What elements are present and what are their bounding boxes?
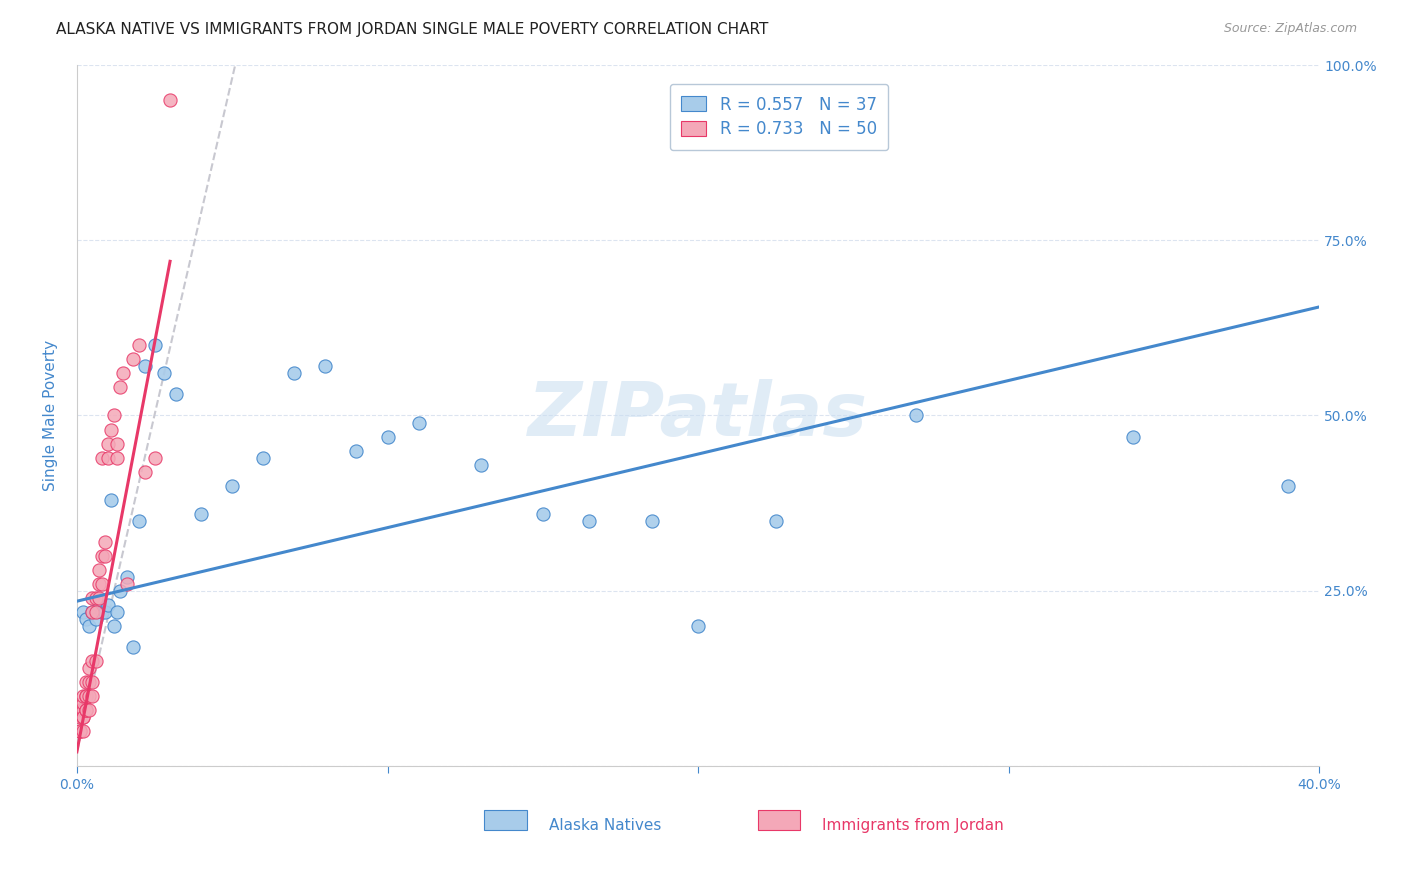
Point (688, 618, 710, 632)
Point (94, 605, 117, 619)
Point (105, 605, 128, 619)
Point (252, 450, 274, 465)
Point (82, 689, 104, 703)
Point (110, 380, 132, 394)
Point (314, 359, 336, 374)
Text: Immigrants from Jordan: Immigrants from Jordan (823, 819, 1004, 833)
Point (221, 478, 243, 492)
Point (100, 423, 122, 437)
Point (105, 450, 128, 465)
Point (105, 436, 128, 450)
Point (165, 387, 187, 401)
Point (79, 689, 101, 703)
Point (97, 436, 120, 450)
Point (84, 591, 107, 605)
Point (72, 710, 94, 724)
Point (72, 723, 94, 738)
Point (103, 409, 125, 423)
Point (90, 450, 112, 465)
Point (121, 640, 143, 654)
Point (640, 514, 662, 528)
Point (72, 710, 94, 724)
Point (121, 352, 143, 367)
Point (408, 416, 430, 430)
Point (115, 569, 138, 583)
Point (72, 703, 94, 717)
Text: ZIPatlas: ZIPatlas (529, 379, 868, 452)
Point (82, 654, 104, 668)
Point (84, 605, 107, 619)
Point (79, 703, 101, 717)
Point (84, 612, 107, 626)
Y-axis label: Single Male Poverty: Single Male Poverty (44, 340, 58, 491)
Point (94, 549, 117, 563)
Text: Source: ZipAtlas.com: Source: ZipAtlas.com (1223, 22, 1357, 36)
Point (75, 703, 97, 717)
Point (904, 409, 927, 423)
FancyBboxPatch shape (485, 810, 527, 830)
Point (94, 534, 117, 549)
Point (69, 710, 91, 724)
Legend: R = 0.557   N = 37, R = 0.733   N = 50: R = 0.557 N = 37, R = 0.733 N = 50 (669, 84, 889, 150)
Point (90, 605, 112, 619)
Point (72, 689, 94, 703)
Point (79, 618, 101, 632)
Point (377, 429, 399, 443)
Point (90, 576, 112, 591)
Point (103, 618, 125, 632)
Point (97, 598, 120, 612)
Point (97, 450, 120, 465)
Point (1122, 429, 1144, 443)
Point (69, 703, 91, 717)
Point (87, 598, 110, 612)
Point (82, 605, 104, 619)
Point (143, 338, 166, 352)
Point (128, 338, 150, 352)
Point (470, 458, 492, 472)
Point (112, 367, 135, 381)
Point (110, 583, 132, 598)
Point (190, 507, 212, 521)
Point (72, 696, 94, 710)
Text: ALASKA NATIVE VS IMMIGRANTS FROM JORDAN SINGLE MALE POVERTY CORRELATION CHART: ALASKA NATIVE VS IMMIGRANTS FROM JORDAN … (56, 22, 769, 37)
Point (153, 367, 176, 381)
Point (765, 514, 787, 528)
Point (84, 654, 107, 668)
Point (143, 450, 166, 465)
Point (79, 661, 101, 675)
Point (75, 703, 97, 717)
Point (1277, 478, 1299, 492)
Point (87, 576, 110, 591)
Point (346, 443, 368, 458)
Point (87, 563, 110, 577)
Point (75, 689, 97, 703)
Point (72, 605, 94, 619)
Point (100, 492, 122, 507)
Point (159, 93, 181, 107)
Point (115, 576, 138, 591)
Point (75, 612, 97, 626)
Text: Alaska Natives: Alaska Natives (550, 819, 661, 833)
Point (75, 674, 97, 689)
Point (79, 674, 101, 689)
Point (578, 514, 600, 528)
Point (283, 367, 305, 381)
Point (75, 689, 97, 703)
Point (69, 703, 91, 717)
Point (69, 723, 91, 738)
Point (87, 591, 110, 605)
Point (134, 465, 156, 479)
Point (531, 507, 554, 521)
Point (134, 359, 156, 374)
Point (82, 605, 104, 619)
Point (82, 591, 104, 605)
Point (82, 674, 104, 689)
Point (69, 723, 91, 738)
FancyBboxPatch shape (758, 810, 800, 830)
Point (90, 549, 112, 563)
Point (128, 514, 150, 528)
